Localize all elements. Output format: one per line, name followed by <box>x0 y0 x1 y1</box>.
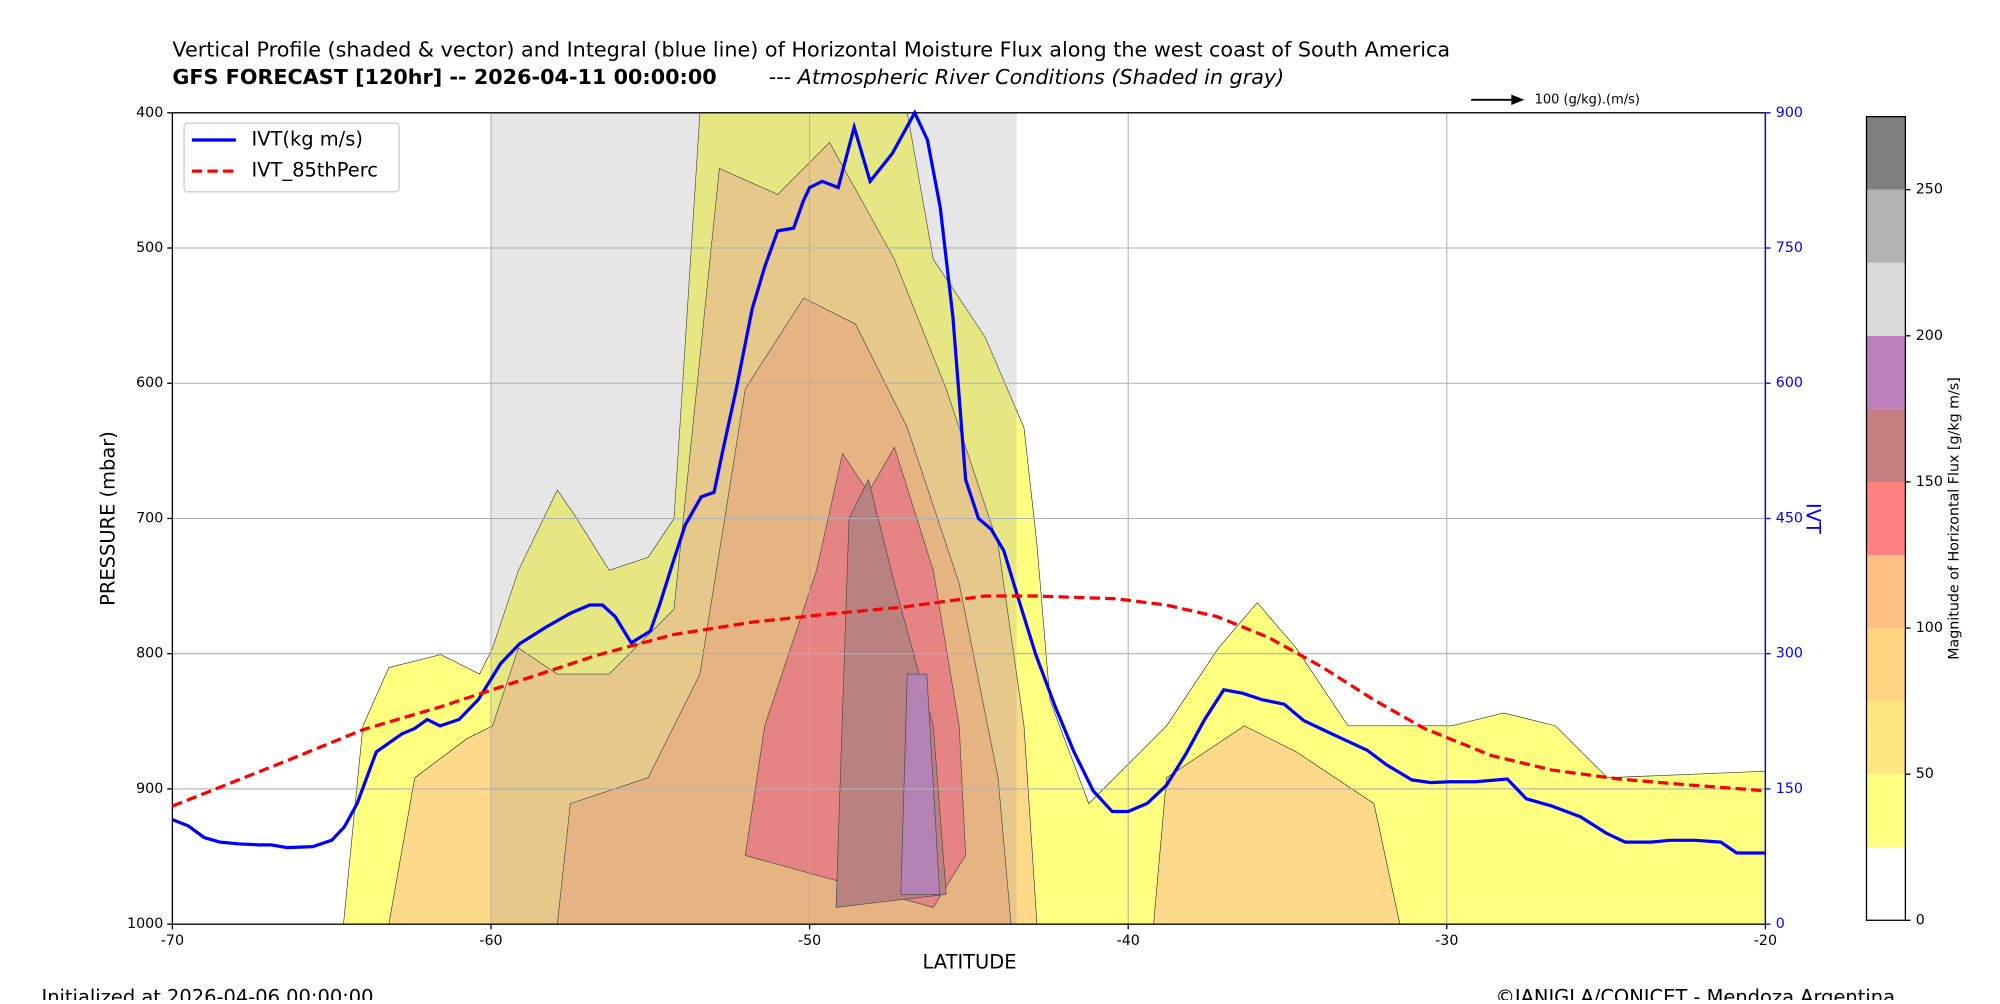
y-tick-label: 900 <box>136 781 163 797</box>
chart-title: Vertical Profile (shaded & vector) and I… <box>172 38 1450 62</box>
legend-box <box>183 122 400 193</box>
colorbar-segment <box>1866 335 1906 409</box>
colorbar-tick-label: 250 <box>1916 182 1943 198</box>
y-tick-label: 700 <box>136 510 163 526</box>
y-tick-label: 500 <box>136 240 163 256</box>
y-axis-label: PRESSURE (mbar) <box>96 431 119 606</box>
flux-shading <box>343 112 1766 925</box>
x-tick-label: -30 <box>1435 933 1458 949</box>
colorbar-label: Magnitude of Horizontal Flux [g/kg m/s] <box>1947 377 1963 660</box>
y-tick-label: 800 <box>136 646 163 662</box>
y2-tick-label: 600 <box>1776 375 1803 391</box>
vector-key-arrowhead <box>1511 94 1525 105</box>
y-tick-label: 1000 <box>127 916 163 932</box>
colorbar-tick-label: 50 <box>1916 766 1934 782</box>
colorbar-segment <box>1866 628 1906 702</box>
x-tick-label: -40 <box>1117 933 1140 949</box>
colorbar-segment <box>1866 262 1906 336</box>
colorbar-frame <box>1865 116 1907 921</box>
legend-label: IVT(kg m/s) <box>251 127 362 150</box>
colorbar-segment <box>1866 189 1906 263</box>
subtitle-note: --- Atmospheric River Conditions (Shaded… <box>769 65 1285 89</box>
colorbar-segment <box>1866 774 1906 848</box>
series-line <box>171 109 1766 855</box>
colorbar-segment <box>1866 701 1906 775</box>
y2-tick-label: 0 <box>1776 916 1785 932</box>
colorbar-segment <box>1866 116 1906 190</box>
colorbar-tick-label: 200 <box>1916 328 1943 344</box>
footer-left: Initialized at 2026-04-06 00:00:00 <box>41 986 373 1000</box>
legend-label: IVT_85thPerc <box>251 159 378 182</box>
colorbar-segment <box>1866 481 1906 555</box>
x-tick-label: -50 <box>798 933 821 949</box>
flux-contour <box>900 673 941 895</box>
y-tick-label: 600 <box>136 375 163 391</box>
y2-tick-label: 750 <box>1776 240 1803 256</box>
series-line <box>171 594 1766 808</box>
x-tick-label: -60 <box>479 933 502 949</box>
chart-subtitle: GFS FORECAST [120hr] -- 2026-04-11 00:00… <box>172 65 716 89</box>
y-tick-label: 400 <box>136 105 163 121</box>
x-tick-label: -20 <box>1754 933 1777 949</box>
colorbar-tick-label: 0 <box>1916 912 1925 928</box>
colorbar-segment <box>1866 408 1906 482</box>
y2-tick-label: 450 <box>1776 510 1803 526</box>
x-axis-label: LATITUDE <box>923 951 1017 974</box>
vector-key-label: 100 (g/kg).(m/s) <box>1535 92 1640 107</box>
x-tick-label: -70 <box>161 933 184 949</box>
footer-right: ©IANIGLA/CONICET - Mendoza Argentina <box>1495 986 1895 1000</box>
y2-tick-label: 900 <box>1776 105 1803 121</box>
colorbar-tick-label: 100 <box>1916 620 1943 636</box>
y2-tick-label: 150 <box>1776 781 1803 797</box>
colorbar-segment <box>1866 554 1906 629</box>
colorbar-tick-label: 150 <box>1916 474 1943 490</box>
y2-axis-label: IVT <box>1802 503 1825 534</box>
y2-tick-label: 300 <box>1776 646 1803 662</box>
colorbar-segment <box>1866 847 1906 921</box>
